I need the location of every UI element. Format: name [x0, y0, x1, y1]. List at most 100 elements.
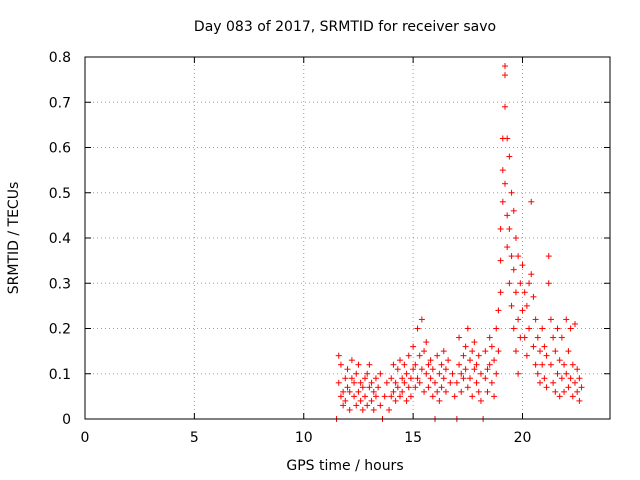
data-point — [567, 375, 574, 382]
data-point — [475, 352, 482, 359]
data-point — [475, 388, 482, 395]
data-point — [519, 307, 526, 314]
data-point — [357, 379, 364, 386]
data-point — [375, 384, 382, 391]
data-point — [502, 103, 508, 110]
data-point — [357, 397, 364, 404]
data-point — [394, 366, 401, 373]
grid-lines — [85, 56, 610, 419]
data-point — [460, 352, 467, 359]
data-point — [493, 370, 500, 377]
data-point — [429, 393, 436, 400]
data-point — [569, 361, 576, 368]
data-point — [401, 361, 408, 368]
data-point — [477, 370, 484, 377]
data-point — [515, 316, 522, 323]
data-point — [523, 302, 530, 309]
data-point — [348, 375, 355, 382]
data-points — [333, 63, 585, 422]
data-point — [547, 316, 554, 323]
data-point — [491, 357, 498, 364]
y-tick-label: 0.2 — [49, 322, 71, 338]
data-point — [351, 379, 358, 386]
data-point — [574, 366, 581, 373]
data-point — [442, 366, 449, 373]
data-point — [482, 375, 489, 382]
data-point — [436, 397, 443, 404]
data-point — [348, 357, 355, 364]
data-point — [499, 167, 506, 174]
data-point — [407, 375, 414, 382]
data-point — [388, 375, 395, 382]
data-point — [416, 352, 423, 359]
data-point — [425, 384, 432, 391]
data-point — [355, 361, 362, 368]
data-point — [346, 388, 353, 395]
data-point — [528, 271, 535, 278]
data-point — [539, 325, 546, 332]
data-point — [556, 357, 563, 364]
data-point — [456, 361, 463, 368]
y-axis-label: SRMTID / TECUs — [6, 182, 22, 295]
data-point — [423, 339, 430, 346]
data-point — [372, 393, 379, 400]
data-point — [471, 339, 478, 346]
data-point — [530, 293, 537, 300]
data-point — [366, 361, 373, 368]
data-point — [517, 280, 524, 287]
data-point — [526, 325, 533, 332]
y-tick-label: 0.6 — [49, 141, 71, 157]
data-point — [440, 348, 447, 355]
data-point — [473, 379, 480, 386]
data-point — [414, 325, 421, 332]
tick-marks — [84, 56, 610, 420]
data-point — [364, 402, 371, 409]
data-point — [342, 397, 349, 404]
data-point — [456, 334, 463, 341]
data-point — [377, 370, 384, 377]
data-point — [502, 63, 508, 70]
data-point — [558, 375, 565, 382]
data-point — [386, 406, 393, 413]
data-point — [340, 402, 347, 409]
data-point — [561, 361, 568, 368]
data-point — [353, 370, 360, 377]
data-point — [471, 366, 478, 373]
data-point — [569, 393, 576, 400]
data-point — [539, 361, 546, 368]
data-point — [486, 361, 493, 368]
data-point — [508, 189, 515, 196]
data-point — [512, 235, 519, 241]
data-point — [416, 379, 423, 386]
data-point — [572, 320, 578, 327]
data-point — [523, 352, 530, 359]
data-point — [421, 388, 428, 395]
x-tick-label: 0 — [81, 430, 90, 446]
data-point — [355, 388, 362, 395]
data-point — [532, 361, 539, 368]
data-point — [423, 370, 430, 377]
data-point — [390, 388, 397, 395]
data-point — [528, 198, 535, 205]
chart-title: Day 083 of 2017, SRMTID for receiver sav… — [194, 19, 496, 35]
data-point — [449, 370, 456, 377]
data-point — [462, 366, 469, 373]
data-point — [534, 334, 541, 341]
data-point — [550, 379, 557, 386]
data-point — [412, 384, 419, 391]
data-point — [574, 388, 581, 395]
data-point — [537, 348, 543, 355]
data-point — [337, 361, 344, 368]
data-point — [578, 384, 585, 391]
data-point — [521, 289, 528, 296]
data-point — [418, 316, 425, 323]
data-point — [438, 384, 445, 391]
data-point — [567, 325, 574, 332]
y-tick-label: 0.7 — [49, 95, 71, 111]
data-point — [493, 325, 500, 332]
data-point — [432, 379, 438, 386]
data-point — [510, 266, 517, 273]
data-point — [504, 212, 511, 219]
data-point — [453, 379, 460, 386]
data-point — [563, 316, 570, 323]
